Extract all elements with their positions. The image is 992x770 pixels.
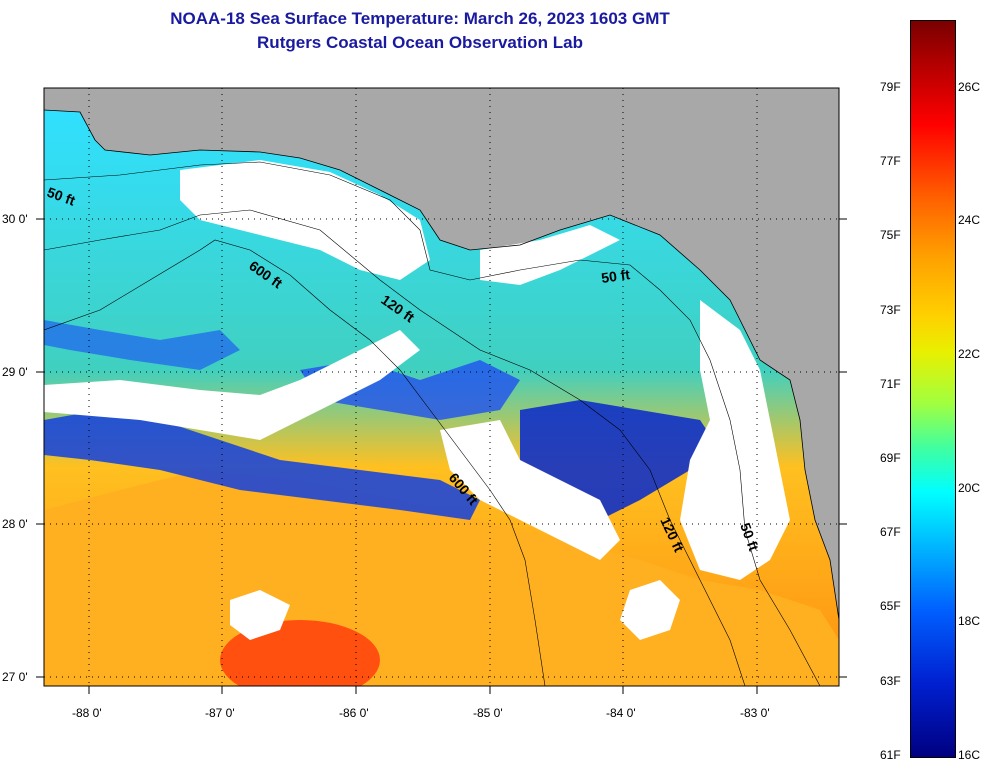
lon-label-84: -84 0' [606, 706, 636, 720]
contour-50ft-west [44, 161, 821, 686]
lon-label-87: -87 0' [205, 706, 235, 720]
cb-label-16c: 16C [958, 748, 981, 762]
cb-label-67f: 67F [880, 525, 901, 539]
lon-label-88: -88 0' [72, 706, 102, 720]
lon-label-85: -85 0' [473, 706, 503, 720]
map-title: NOAA-18 Sea Surface Temperature: March 2… [170, 9, 670, 28]
cb-label-69f: 69F [880, 451, 901, 465]
cb-label-65f: 65F [880, 599, 901, 613]
cold-band-west [44, 410, 480, 520]
coastline [44, 109, 839, 621]
contour-600ft [44, 239, 546, 686]
cloud-band-north [180, 160, 430, 280]
lat-label-29: 29 0' [2, 365, 28, 379]
cb-label-75f: 75F [880, 228, 901, 242]
lon-label-83: -83 0' [740, 706, 770, 720]
cloud-band-central [44, 330, 420, 440]
cold-band-nw [44, 320, 240, 370]
contour-label-50ft-east: 50 ft [600, 266, 631, 286]
cb-label-20c: 20C [958, 481, 981, 495]
temperature-colorbar [910, 20, 956, 758]
plot-frame [43, 87, 840, 687]
cb-label-61f: 61F [880, 748, 901, 762]
cb-label-18c: 18C [958, 614, 981, 628]
graticule [44, 88, 839, 686]
cb-label-79f: 79F [880, 80, 901, 94]
lon-label-86: -86 0' [339, 706, 369, 720]
lat-label-27: 27 0' [2, 670, 28, 684]
contour-120ft [44, 209, 746, 686]
cloud-band-south-central [440, 420, 620, 560]
cb-label-71f: 71F [880, 377, 901, 391]
cb-label-24c: 24C [958, 213, 981, 227]
cloud-patch-south [230, 590, 290, 640]
lat-label-30: 30 0' [2, 212, 28, 226]
cloud-patch-southeast [620, 580, 680, 640]
cloud-patch-far-east [715, 470, 770, 560]
cloud-band-northeast [480, 225, 620, 285]
map-subtitle: Rutgers Coastal Ocean Observation Lab [257, 33, 583, 52]
lat-label-28: 28 0' [2, 517, 28, 531]
cb-label-26c: 26C [958, 80, 981, 94]
axis-ticks [36, 218, 847, 694]
cb-label-63f: 63F [880, 674, 901, 688]
cb-label-22c: 22C [958, 347, 981, 361]
cb-label-73f: 73F [880, 303, 901, 317]
cb-label-77f: 77F [880, 154, 901, 168]
